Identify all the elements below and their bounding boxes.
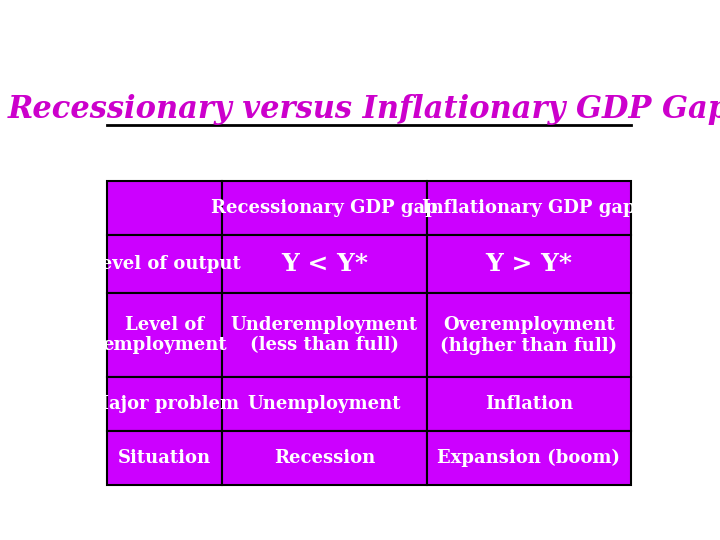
Text: Underemployment
(less than full): Underemployment (less than full): [231, 316, 418, 354]
Text: Expansion (boom): Expansion (boom): [438, 449, 621, 467]
Bar: [222, 377, 427, 431]
Text: Major problem: Major problem: [89, 395, 240, 413]
Text: Inflationary GDP gap: Inflationary GDP gap: [422, 199, 636, 217]
Text: Inflation: Inflation: [485, 395, 573, 413]
Bar: [222, 431, 427, 485]
Bar: [427, 294, 631, 377]
Bar: [222, 294, 427, 377]
Text: Recessionary versus Inflationary GDP Gap: Recessionary versus Inflationary GDP Gap: [8, 94, 720, 125]
Bar: [107, 181, 222, 235]
Bar: [427, 181, 631, 235]
Bar: [107, 294, 222, 377]
Text: Level of
employment: Level of employment: [102, 316, 227, 354]
Bar: [222, 181, 427, 235]
Bar: [427, 431, 631, 485]
Bar: [427, 377, 631, 431]
Bar: [427, 235, 631, 294]
Bar: [107, 431, 222, 485]
Text: Y < Y*: Y < Y*: [281, 252, 368, 276]
Text: Unemployment: Unemployment: [248, 395, 401, 413]
Text: Overemployment
(higher than full): Overemployment (higher than full): [441, 315, 618, 355]
Text: Y > Y*: Y > Y*: [485, 252, 572, 276]
Bar: [107, 235, 222, 294]
Text: Recessionary GDP gap: Recessionary GDP gap: [211, 199, 438, 217]
Text: Recession: Recession: [274, 449, 375, 467]
Bar: [107, 377, 222, 431]
Text: Situation: Situation: [118, 449, 211, 467]
Text: Level of output: Level of output: [88, 255, 240, 273]
Bar: [222, 235, 427, 294]
